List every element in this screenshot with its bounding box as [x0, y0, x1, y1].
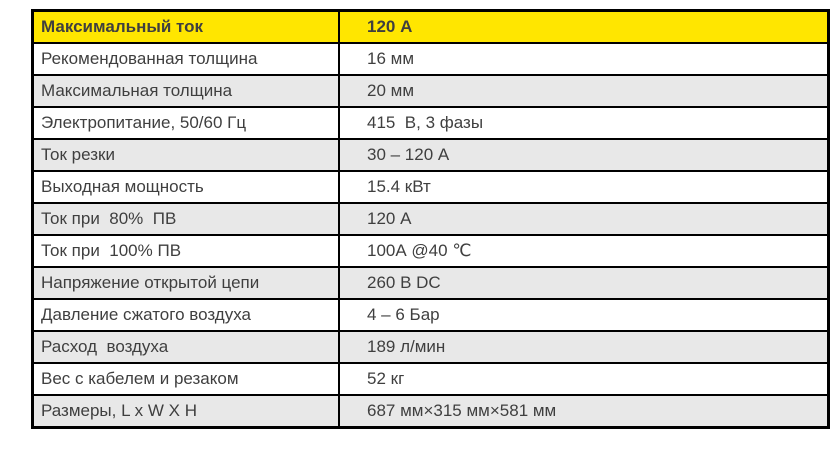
table-row: Электропитание, 50/60 Гц 415 В, 3 фазы: [31, 106, 830, 140]
spec-table-container: Максимальный ток 120 А Рекомендованная тол…: [31, 9, 830, 429]
param-value-cell: 30 – 120 А: [338, 138, 830, 172]
param-value-cell: 120 А: [338, 202, 830, 236]
table-row: Давление сжатого воздуха 4 – 6 Бар: [31, 298, 830, 332]
param-name-cell: Размеры, L x W X H: [31, 394, 340, 429]
table-row: Расход воздуха 189 л/мин: [31, 330, 830, 364]
table-row: Рекомендованная толщина 16 мм: [31, 42, 830, 76]
param-name-cell: Максимальная толщина: [31, 74, 340, 108]
table-header-row: Максимальный ток 120 А: [31, 9, 830, 44]
param-value-cell: 120 А: [338, 9, 830, 44]
param-name-cell: Ток при 80% ПВ: [31, 202, 340, 236]
param-value-cell: 260 В DC: [338, 266, 830, 300]
param-name-cell: Выходная мощность: [31, 170, 340, 204]
param-name-cell: Максимальный ток: [31, 9, 340, 44]
param-value-cell: 100А @40 ℃: [338, 234, 830, 268]
param-value-cell: 16 мм: [338, 42, 830, 76]
table-row: Вес с кабелем и резаком 52 кг: [31, 362, 830, 396]
table-row: Ток резки 30 – 120 А: [31, 138, 830, 172]
param-name-cell: Ток резки: [31, 138, 340, 172]
param-value-cell: 15.4 кВт: [338, 170, 830, 204]
table-row: Выходная мощность 15.4 кВт: [31, 170, 830, 204]
table-row: Ток при 100% ПВ 100А @40 ℃: [31, 234, 830, 268]
param-value-cell: 687 мм×315 мм×581 мм: [338, 394, 830, 429]
spec-table-body: Максимальный ток 120 А Рекомендованная тол…: [31, 9, 830, 429]
param-name-cell: Давление сжатого воздуха: [31, 298, 340, 332]
param-name-cell: Электропитание, 50/60 Гц: [31, 106, 340, 140]
spec-table: Максимальный ток 120 А Рекомендованная тол…: [31, 9, 830, 429]
param-value-cell: 189 л/мин: [338, 330, 830, 364]
param-name-cell: Напряжение открытой цепи: [31, 266, 340, 300]
table-row: Максимальная толщина 20 мм: [31, 74, 830, 108]
param-value-cell: 415 В, 3 фазы: [338, 106, 830, 140]
table-row: Ток при 80% ПВ 120 А: [31, 202, 830, 236]
param-value-cell: 4 – 6 Бар: [338, 298, 830, 332]
table-row: Размеры, L x W X H 687 мм×315 мм×581 мм: [31, 394, 830, 429]
param-value-cell: 52 кг: [338, 362, 830, 396]
param-value-cell: 20 мм: [338, 74, 830, 108]
param-name-cell: Рекомендованная толщина: [31, 42, 340, 76]
param-name-cell: Вес с кабелем и резаком: [31, 362, 340, 396]
table-row: Напряжение открытой цепи 260 В DC: [31, 266, 830, 300]
param-name-cell: Расход воздуха: [31, 330, 340, 364]
param-name-cell: Ток при 100% ПВ: [31, 234, 340, 268]
